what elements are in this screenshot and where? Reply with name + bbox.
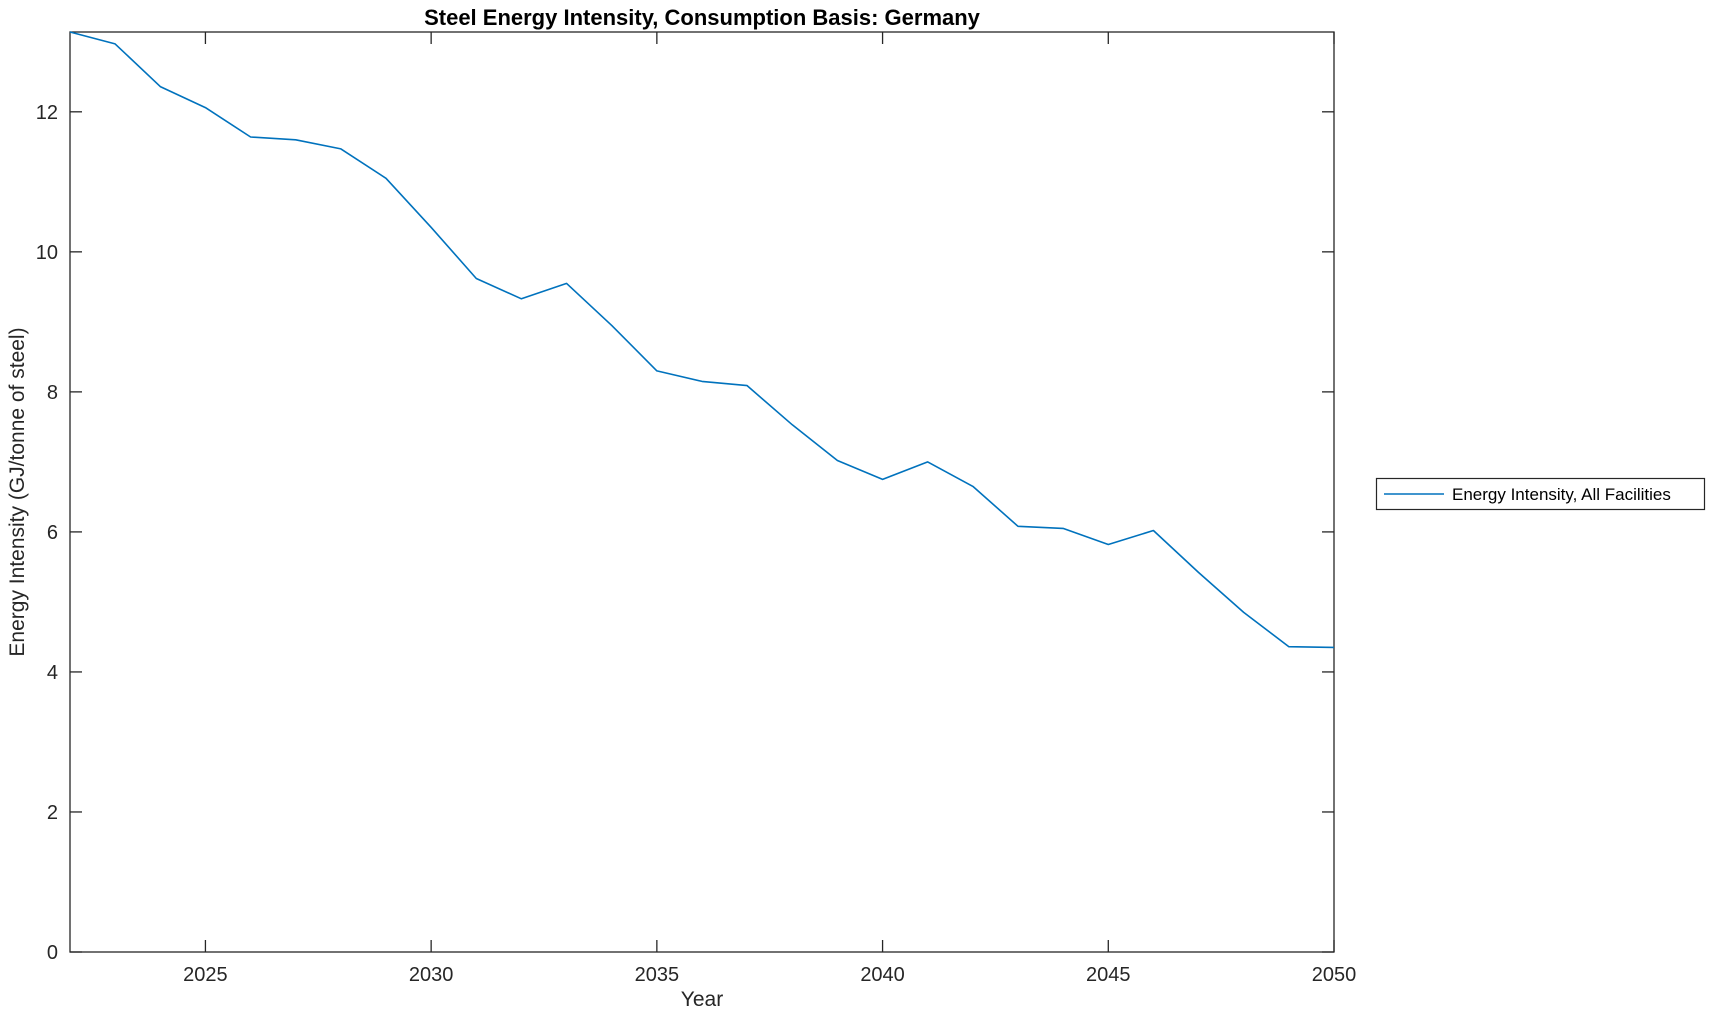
y-tick-label: 12 — [36, 102, 58, 124]
y-axis-label: Energy Intensity (GJ/tonne of steel) — [6, 327, 29, 656]
legend-entry-label: Energy Intensity, All Facilities — [1452, 485, 1671, 504]
x-tick-label: 2040 — [860, 964, 905, 986]
legend: Energy Intensity, All Facilities — [1375, 477, 1706, 511]
x-tick-label: 2050 — [1312, 964, 1357, 986]
plot-box — [69, 31, 1335, 953]
y-tick-label: 4 — [47, 662, 58, 684]
chart-title: Steel Energy Intensity, Consumption Basi… — [424, 5, 981, 30]
series-group — [69, 31, 1335, 649]
y-tick-label: 10 — [36, 242, 58, 264]
y-tick-label: 6 — [47, 522, 58, 544]
x-axis-label: Year — [681, 988, 723, 1011]
axis-tick-labels: 2025 2030 2035 2040 2045 2050 0 2 4 6 8 10 12 — [36, 102, 1357, 986]
energy-intensity-line — [69, 31, 1335, 649]
y-tick-label: 8 — [47, 382, 58, 404]
x-tick-label: 2025 — [183, 964, 228, 986]
axis-ticks — [70, 32, 1335, 953]
x-tick-label: 2030 — [409, 964, 454, 986]
x-tick-label: 2035 — [635, 964, 680, 986]
x-tick-label: 2045 — [1086, 964, 1131, 986]
y-tick-label: 0 — [47, 942, 58, 964]
y-tick-label: 2 — [47, 802, 58, 824]
